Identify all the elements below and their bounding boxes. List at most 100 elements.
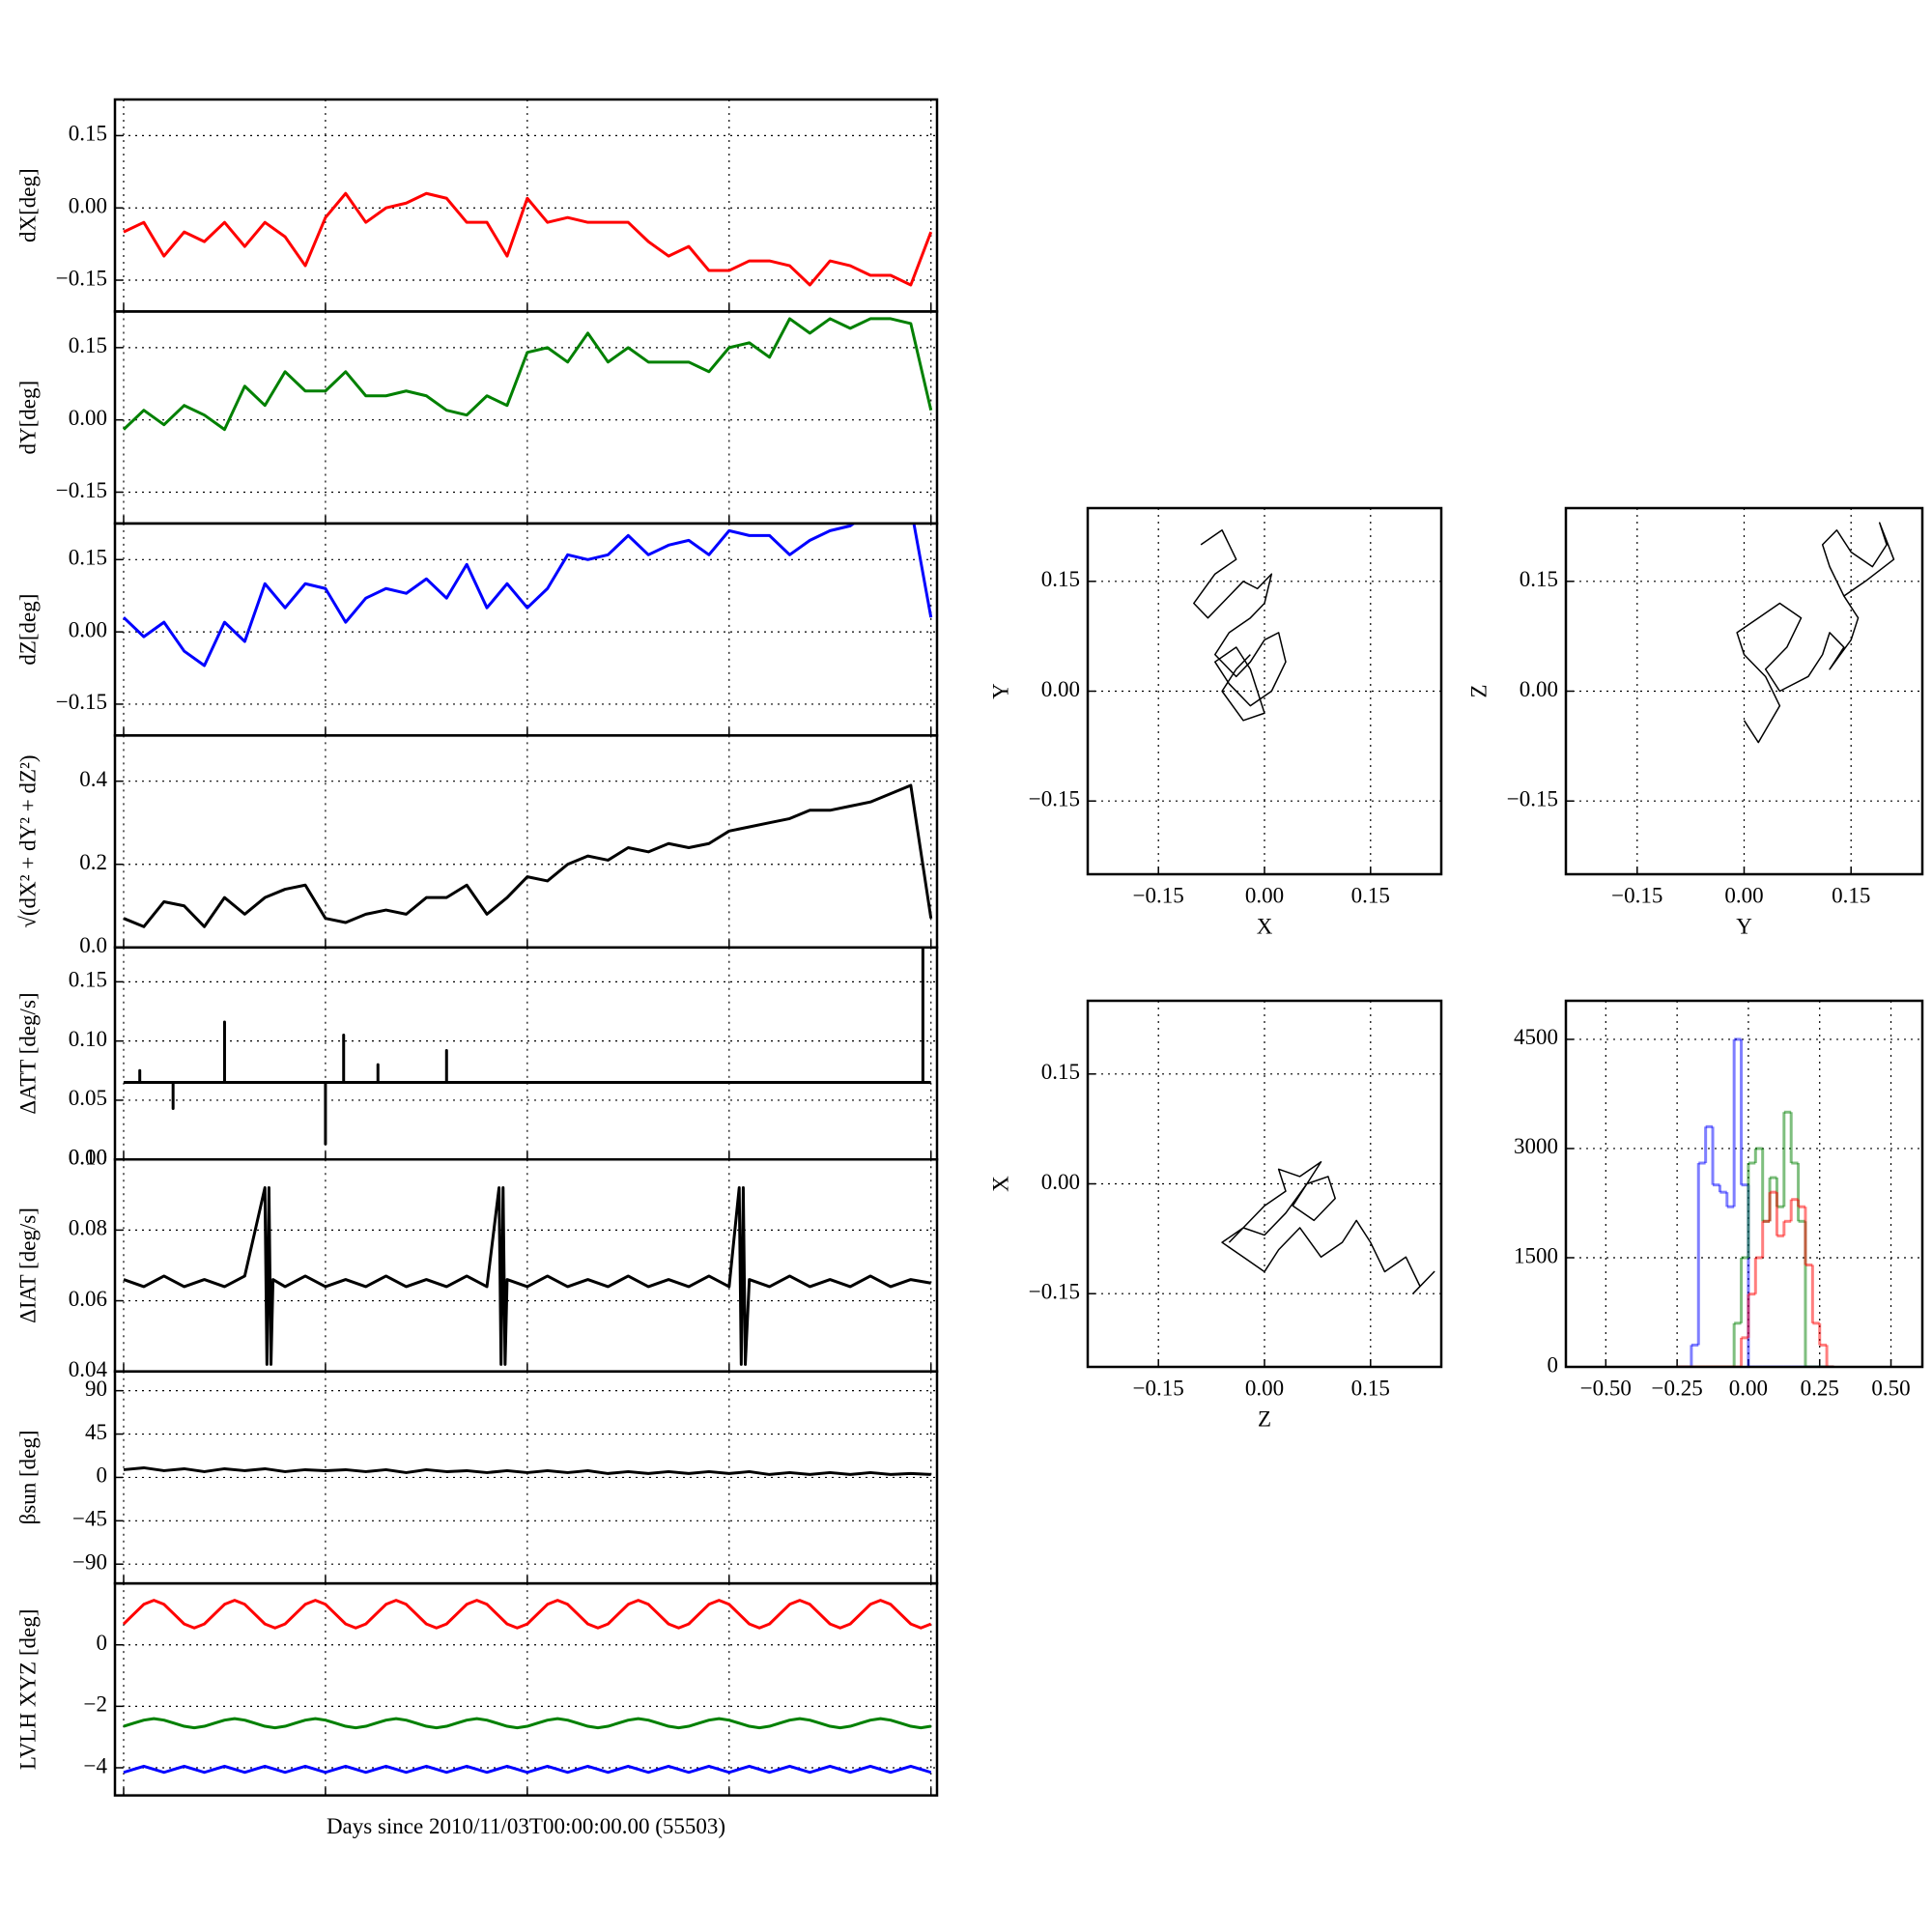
x-tick-label: 0.25 (1801, 1376, 1839, 1400)
y-tick-label: 0 (1548, 1352, 1559, 1377)
data-line (123, 947, 931, 1146)
y-axis-label: X (988, 1176, 1012, 1192)
y-tick-label: 45 (85, 1420, 107, 1444)
x-axis-label: X (1257, 914, 1273, 938)
x-tick-label: −0.25 (1652, 1376, 1703, 1400)
axes-frame (113, 734, 939, 950)
y-tick-label: −45 (72, 1507, 107, 1531)
x-tick-label: −0.50 (1580, 1376, 1632, 1400)
x-axis-label: Y (1736, 914, 1752, 938)
plot-area (122, 523, 933, 668)
panel: −0.15 0.00 0.15 −0.15 0.00 0.15 X Z (988, 999, 1443, 1431)
panel: −0.15 0.00 0.15 dZ[deg] (15, 522, 939, 737)
panel: 0.04 0.06 0.08 0.10 ΔIAT [deg/s] (15, 1146, 939, 1381)
x-axis-label: Days since 2010/11/03T00:00:00.00 (55503… (327, 1814, 725, 1838)
axes-frame (1086, 506, 1443, 876)
y-tick-label: −4 (84, 1753, 108, 1777)
plot-area (1193, 528, 1287, 722)
y-axis-label: dX[deg] (15, 168, 40, 242)
y-axis-label: Y (988, 683, 1012, 699)
x-tick-label: 0.00 (1724, 883, 1763, 907)
plot-area (1677, 1037, 1834, 1367)
y-tick-label: 0.06 (69, 1287, 107, 1311)
y-tick-label: 0 (97, 1463, 108, 1488)
panel: −0.15 0.00 0.15 −0.15 0.00 0.15 Y X (988, 506, 1443, 938)
y-tick-label: 0.00 (69, 1146, 107, 1170)
y-tick-label: 0 (97, 1631, 108, 1655)
data-line (123, 1186, 931, 1366)
data-line (1736, 522, 1895, 744)
y-tick-label: −2 (84, 1692, 107, 1717)
x-tick-label: −0.15 (1133, 883, 1184, 907)
y-tick-label: 0.15 (1520, 567, 1558, 591)
panel: 0 1500 3000 4500 −0.50 −0.25 0.00 0.25 0.50 (1514, 999, 1924, 1400)
data-line (123, 191, 933, 287)
axes-frame (113, 1158, 939, 1373)
data-line (1193, 528, 1287, 722)
x-tick-label: 0.15 (1351, 883, 1390, 907)
y-tick-label: 0.15 (69, 968, 107, 992)
panel: 0.0 0.2 0.4 √(dX² + dY² + dZ²) (15, 734, 939, 957)
panel: −0.15 0.00 0.15 dY[deg] (15, 310, 939, 526)
y-tick-label: −0.15 (56, 690, 107, 714)
y-tick-label: 0.10 (69, 1027, 107, 1051)
plot-area (123, 947, 931, 1146)
axes-frame (1086, 999, 1443, 1369)
y-tick-label: 0.4 (79, 767, 107, 791)
data-line (123, 1717, 931, 1730)
y-axis-label: ΔIAT [deg/s] (15, 1208, 40, 1323)
data-line (122, 1599, 932, 1630)
data-line (123, 1465, 931, 1476)
y-tick-label: 0.00 (1520, 677, 1558, 701)
y-tick-label: −0.15 (1029, 786, 1080, 810)
x-tick-label: 0.15 (1351, 1376, 1390, 1400)
panel: 0.00 0.05 0.10 0.15 ΔATT [deg/s] (15, 946, 939, 1170)
y-tick-label: 0.0 (79, 933, 107, 957)
panel: −0.15 0.00 0.15 −0.15 0.00 0.15 Z Y (1466, 506, 1924, 938)
y-tick-label: −0.15 (1507, 786, 1558, 810)
y-tick-label: 0.00 (69, 194, 107, 218)
y-axis-label: βsun [deg] (15, 1430, 40, 1524)
data-line (1221, 1161, 1435, 1294)
panel: −0.15 0.00 0.15 dX[deg] (15, 98, 939, 313)
x-tick-label: −0.15 (1611, 883, 1662, 907)
y-axis-label: Z (1466, 684, 1491, 697)
panel: −4 −2 0 LVLH XYZ [deg] Days since 2010/11/03… (15, 1581, 939, 1838)
y-tick-label: 0.00 (69, 617, 107, 641)
y-axis-label: dY[deg] (15, 381, 40, 455)
axes-frame (113, 946, 939, 1161)
x-tick-label: 0.15 (1832, 883, 1870, 907)
plot-area (123, 783, 933, 928)
y-tick-label: −0.15 (56, 478, 107, 502)
data-line (123, 783, 933, 928)
plot-area (122, 1599, 932, 1775)
y-tick-label: 0.15 (69, 546, 107, 570)
axes-frame (1564, 506, 1924, 876)
y-tick-label: 0.10 (69, 1146, 107, 1170)
plot-area (1221, 1161, 1435, 1294)
panel: −90 −45 0 45 90 βsun [deg] (15, 1370, 939, 1585)
y-tick-label: 0.05 (69, 1086, 107, 1110)
y-tick-label: 0.15 (69, 333, 107, 357)
data-line (122, 523, 933, 668)
y-tick-label: 0.00 (1041, 677, 1080, 701)
data-line (122, 317, 933, 432)
y-tick-label: 0.2 (79, 850, 107, 874)
plot-area (123, 191, 933, 287)
y-tick-label: 0.00 (1041, 1170, 1080, 1194)
y-tick-label: 0.04 (69, 1357, 108, 1381)
y-tick-label: 3000 (1514, 1134, 1558, 1158)
y-tick-label: −0.15 (56, 266, 107, 290)
x-tick-label: −0.15 (1133, 1376, 1184, 1400)
y-tick-label: 0.15 (69, 122, 107, 146)
x-axis-label: Z (1258, 1406, 1271, 1431)
y-axis-label: dZ[deg] (15, 594, 40, 666)
axes-frame (113, 1581, 939, 1797)
plot-area (123, 1186, 931, 1366)
y-tick-label: 0.15 (1041, 567, 1080, 591)
y-tick-label: 0.15 (1041, 1060, 1080, 1084)
y-tick-label: 90 (85, 1377, 107, 1401)
y-tick-label: 0.08 (69, 1216, 107, 1240)
